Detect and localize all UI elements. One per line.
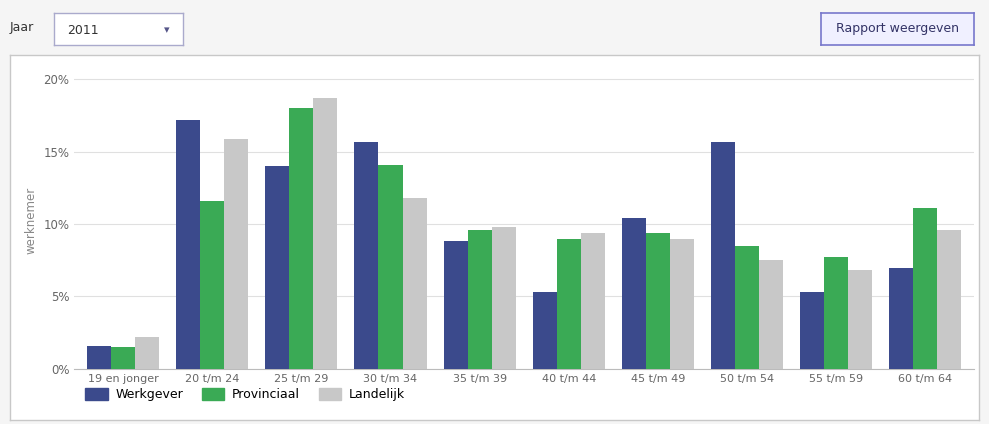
Text: 2011: 2011 (67, 24, 99, 37)
Text: Rapport weergeven: Rapport weergeven (836, 22, 959, 35)
Bar (492, 227, 515, 369)
Bar (622, 218, 646, 369)
Text: Jaar: Jaar (10, 22, 35, 34)
Bar (87, 346, 111, 369)
Bar (646, 233, 670, 369)
Bar (290, 108, 314, 369)
Bar (557, 239, 581, 369)
Bar (225, 139, 248, 369)
Bar (849, 271, 872, 369)
Bar (265, 166, 290, 369)
Bar (581, 233, 605, 369)
Bar (759, 260, 783, 369)
Y-axis label: werknemer: werknemer (25, 187, 38, 254)
Bar (354, 142, 379, 369)
Bar (913, 208, 938, 369)
Bar (111, 347, 135, 369)
Bar (314, 98, 337, 369)
Bar (670, 239, 694, 369)
Text: ▾: ▾ (164, 25, 169, 35)
Bar (938, 230, 961, 369)
Bar (443, 242, 468, 369)
Bar (711, 142, 735, 369)
Bar (176, 120, 200, 369)
Bar (468, 230, 492, 369)
Bar (379, 165, 403, 369)
Legend: Werkgever, Provinciaal, Landelijk: Werkgever, Provinciaal, Landelijk (80, 383, 409, 406)
Bar (824, 257, 849, 369)
Bar (889, 268, 913, 369)
Bar (135, 337, 159, 369)
Bar (800, 292, 824, 369)
Bar (533, 292, 557, 369)
Bar (200, 201, 225, 369)
Bar (735, 246, 759, 369)
Bar (403, 198, 426, 369)
